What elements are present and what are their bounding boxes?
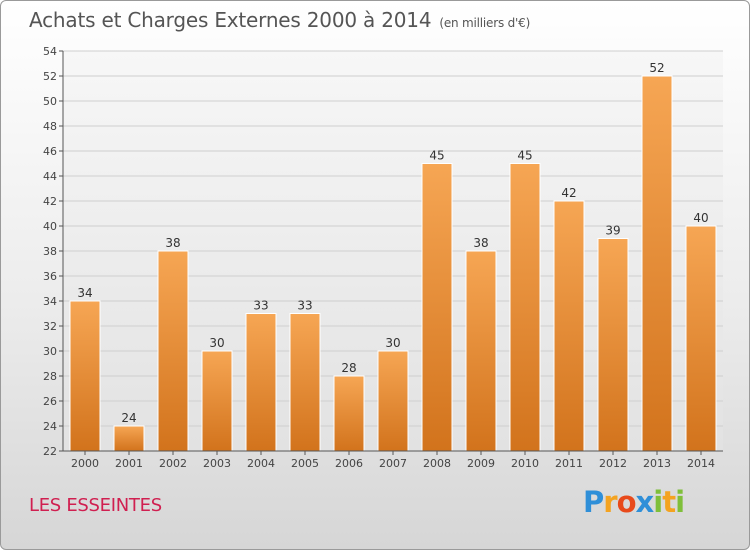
y-tick-label: 32 (43, 320, 57, 333)
title-text: Achats et Charges Externes 2000 à 2014 (29, 8, 432, 32)
logo-letter: o (616, 485, 637, 519)
x-tick-label: 2003 (203, 457, 231, 470)
bar (641, 75, 673, 452)
bar (509, 163, 541, 452)
y-tick-label: 48 (43, 120, 57, 133)
y-tick-label: 24 (43, 420, 57, 433)
logo-letter: x (635, 485, 655, 519)
x-tick-label: 2001 (115, 457, 143, 470)
data-label: 30 (385, 336, 400, 350)
x-tick-label: 2011 (555, 457, 583, 470)
bar (201, 350, 233, 452)
x-tick-label: 2013 (643, 457, 671, 470)
y-tick-label: 30 (43, 345, 57, 358)
y-tick-label: 34 (43, 295, 57, 308)
bar (69, 300, 101, 452)
y-tick-label: 28 (43, 370, 57, 383)
proxiti-logo: Proxiti (583, 485, 685, 519)
x-tick-label: 2010 (511, 457, 539, 470)
data-label: 30 (209, 336, 224, 350)
logo-letter: i (675, 485, 685, 519)
data-label: 33 (253, 299, 268, 313)
bar (685, 225, 717, 452)
bar (421, 163, 453, 452)
y-tick-label: 22 (43, 445, 57, 458)
bar (597, 238, 629, 452)
data-label: 38 (473, 236, 488, 250)
data-label: 39 (605, 224, 620, 238)
logo-letter: i (653, 485, 663, 519)
y-tick-label: 50 (43, 95, 57, 108)
x-tick-label: 2005 (291, 457, 319, 470)
chart-subtitle: (en milliers d'€) (439, 16, 531, 30)
data-label: 33 (297, 299, 312, 313)
logo-letter: P (583, 485, 604, 519)
x-tick-label: 2000 (71, 457, 99, 470)
x-tick-label: 2004 (247, 457, 275, 470)
data-label: 45 (429, 149, 444, 163)
data-label: 28 (341, 361, 356, 375)
y-tick-label: 54 (43, 45, 57, 58)
bar (289, 313, 321, 452)
bar (465, 250, 497, 452)
data-label: 34 (77, 286, 92, 300)
data-label: 52 (649, 61, 664, 75)
y-tick-label: 26 (43, 395, 57, 408)
x-tick-label: 2014 (687, 457, 715, 470)
bar (245, 313, 277, 452)
commune-name: LES ESSEINTES (29, 495, 162, 516)
bar (553, 200, 585, 452)
x-tick-label: 2006 (335, 457, 363, 470)
logo-letter: t (662, 485, 676, 519)
y-tick-label: 52 (43, 70, 57, 83)
y-tick-label: 36 (43, 270, 57, 283)
y-tick-label: 46 (43, 145, 57, 158)
data-label: 42 (561, 186, 576, 200)
y-tick-label: 40 (43, 220, 57, 233)
data-label: 45 (517, 149, 532, 163)
x-tick-label: 2008 (423, 457, 451, 470)
chart-title: Achats et Charges Externes 2000 à 2014 (e… (29, 8, 530, 32)
bar (377, 350, 409, 452)
x-tick-label: 2002 (159, 457, 187, 470)
data-label: 40 (693, 211, 708, 225)
bar (333, 375, 365, 452)
y-tick-label: 44 (43, 170, 57, 183)
data-label: 24 (121, 411, 136, 425)
bar (113, 425, 145, 452)
data-label: 38 (165, 236, 180, 250)
bar (157, 250, 189, 452)
logo-letter: r (603, 485, 617, 519)
x-tick-label: 2009 (467, 457, 495, 470)
y-tick-label: 38 (43, 245, 57, 258)
x-tick-label: 2012 (599, 457, 627, 470)
y-tick-label: 42 (43, 195, 57, 208)
x-tick-label: 2007 (379, 457, 407, 470)
